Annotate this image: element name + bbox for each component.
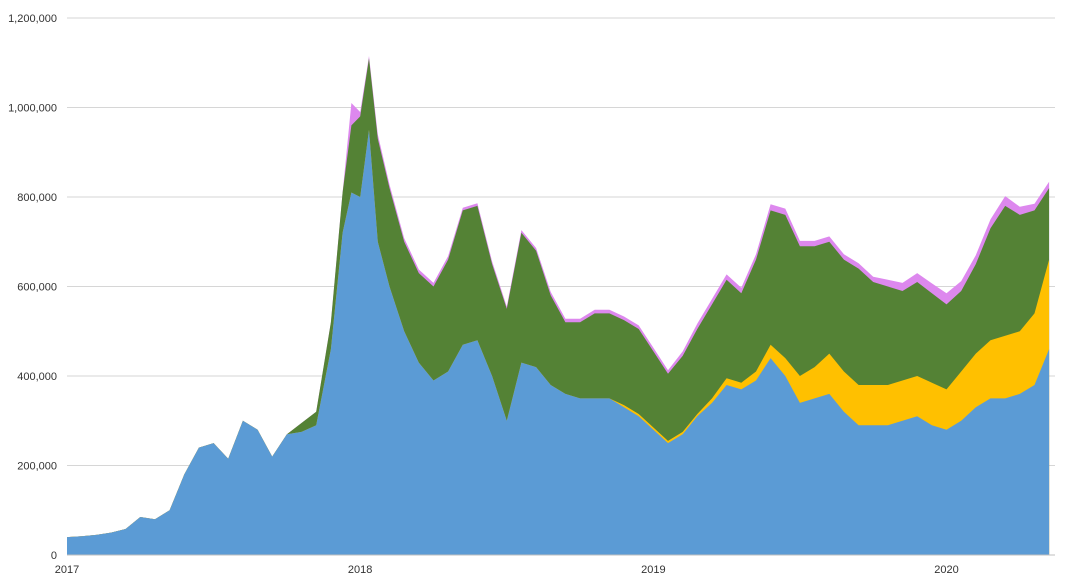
y-tick-label: 400,000 xyxy=(17,371,57,383)
y-axis-tick-labels: 0 200,000 400,000 600,000 800,000 1,000,000 1,… xyxy=(8,13,57,562)
x-tick-label: 2020 xyxy=(934,564,958,576)
y-tick-label: 1,200,000 xyxy=(8,13,57,25)
x-tick-label: 2017 xyxy=(55,564,79,576)
x-tick-label: 2019 xyxy=(641,564,665,576)
area-series-1 xyxy=(67,129,1050,555)
y-tick-label: 800,000 xyxy=(17,192,57,204)
y-tick-label: 600,000 xyxy=(17,282,57,294)
series-areas xyxy=(67,56,1055,556)
y-tick-label: 0 xyxy=(51,550,57,562)
x-tick-label: 2018 xyxy=(348,564,372,576)
y-tick-label: 1,000,000 xyxy=(8,103,57,115)
y-tick-label: 200,000 xyxy=(17,461,57,473)
x-axis-tick-labels: 2017 2018 2019 2020 xyxy=(55,564,959,576)
